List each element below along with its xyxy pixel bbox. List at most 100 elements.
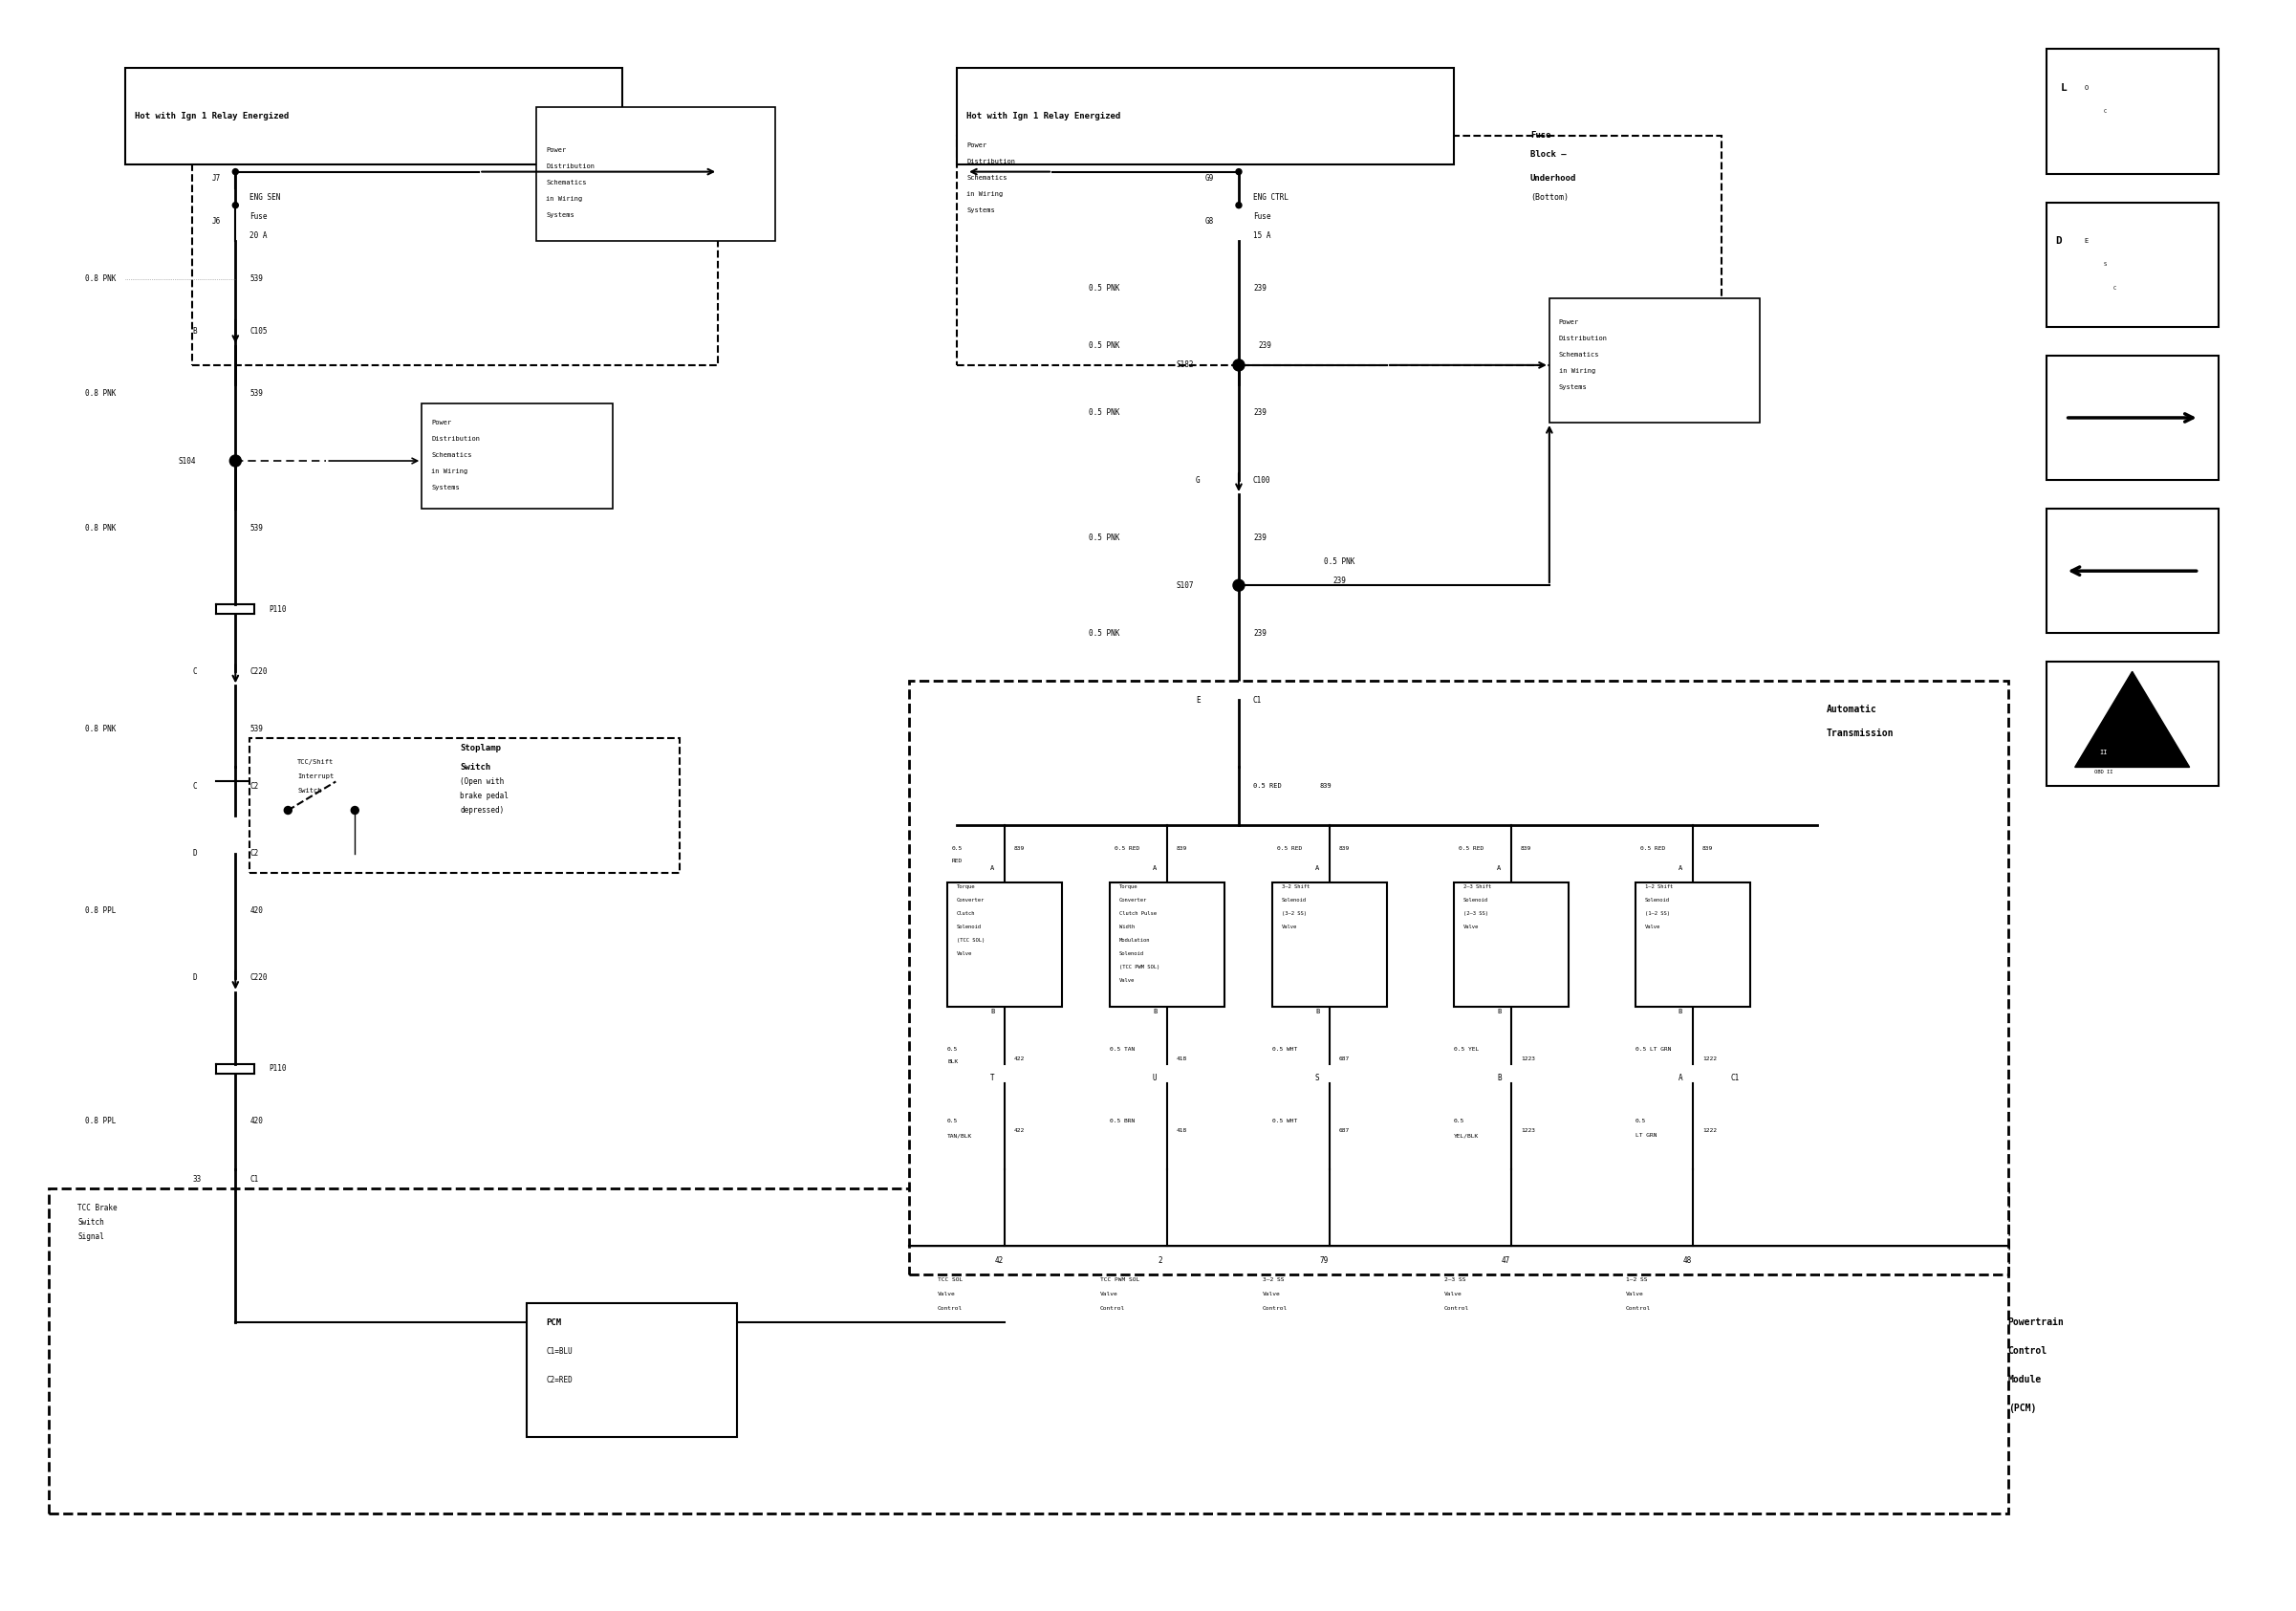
Text: Systems: Systems — [967, 208, 994, 213]
Text: Solenoid: Solenoid — [1281, 897, 1306, 902]
Bar — [422, 403, 613, 509]
Text: A: A — [1316, 865, 1320, 870]
Text: 0.5 PNK: 0.5 PNK — [1322, 557, 1355, 565]
Text: 239: 239 — [1254, 409, 1267, 417]
Bar — [250, 738, 680, 873]
Text: 0.5 RED: 0.5 RED — [1277, 846, 1302, 851]
Text: P110: P110 — [269, 1065, 287, 1073]
Text: B: B — [193, 327, 197, 337]
Text: Control: Control — [2009, 1347, 2048, 1356]
Text: Hot with Ign 1 Relay Energized: Hot with Ign 1 Relay Energized — [135, 111, 289, 121]
Text: C100: C100 — [1254, 475, 1270, 485]
Bar — [48, 1189, 2009, 1514]
Text: Torque: Torque — [1120, 884, 1139, 889]
Text: C220: C220 — [250, 667, 266, 675]
Text: Valve: Valve — [1120, 978, 1134, 983]
Text: C2: C2 — [250, 849, 259, 857]
Text: C: C — [193, 667, 197, 675]
Text: Powertrain: Powertrain — [2009, 1318, 2064, 1327]
Text: Schematics: Schematics — [1559, 351, 1600, 358]
Text: Schematics: Schematics — [546, 179, 585, 185]
Text: Automatic: Automatic — [1825, 706, 1878, 715]
Text: in Wiring: in Wiring — [1559, 367, 1596, 374]
Text: D: D — [193, 849, 197, 857]
Text: Schematics: Schematics — [967, 174, 1008, 180]
Text: 839: 839 — [1701, 846, 1713, 851]
Text: Solenoid: Solenoid — [957, 925, 983, 930]
Text: C2: C2 — [250, 781, 259, 791]
Circle shape — [230, 456, 241, 467]
Text: 0.8 PNK: 0.8 PNK — [85, 725, 117, 733]
Text: 839: 839 — [1320, 783, 1332, 789]
Text: 0.8 PPL: 0.8 PPL — [85, 907, 117, 915]
Text: L: L — [2060, 82, 2066, 92]
Text: Distribution: Distribution — [432, 437, 480, 441]
Text: Valve: Valve — [1263, 1292, 1281, 1297]
Circle shape — [232, 169, 239, 174]
Text: 0.5 TAN: 0.5 TAN — [1109, 1047, 1134, 1052]
Text: A: A — [1153, 865, 1157, 870]
Text: 47: 47 — [1502, 1257, 1511, 1265]
Text: C1: C1 — [250, 1174, 259, 1182]
Text: in Wiring: in Wiring — [546, 195, 583, 201]
Text: Power: Power — [967, 142, 987, 148]
Text: Control: Control — [1100, 1307, 1125, 1310]
Text: Clutch: Clutch — [957, 912, 976, 917]
Text: B: B — [1153, 1008, 1157, 1015]
Bar — [957, 135, 1722, 366]
Text: in Wiring: in Wiring — [967, 190, 1003, 197]
Bar — [526, 1303, 737, 1437]
Text: 1–2 Shift: 1–2 Shift — [1644, 884, 1674, 889]
Text: P110: P110 — [269, 606, 287, 614]
Text: 0.5 YEL: 0.5 YEL — [1453, 1047, 1479, 1052]
Text: D: D — [2055, 235, 2062, 245]
Bar — [2046, 662, 2218, 786]
Text: 33: 33 — [193, 1174, 202, 1182]
Bar — [2046, 509, 2218, 633]
Text: 0.8 PNK: 0.8 PNK — [85, 274, 117, 284]
Text: Fuse: Fuse — [1254, 213, 1270, 221]
Text: 420: 420 — [250, 907, 264, 915]
Text: 0.5: 0.5 — [948, 1047, 957, 1052]
Text: (PCM): (PCM) — [2009, 1403, 2037, 1413]
Text: (Bottom): (Bottom) — [1529, 193, 1568, 201]
Bar — [1635, 883, 1750, 1007]
Text: Solenoid: Solenoid — [1120, 952, 1143, 957]
Bar — [2046, 203, 2218, 327]
Bar — [2046, 50, 2218, 174]
Text: E: E — [1196, 696, 1201, 704]
Text: 0.5 RED: 0.5 RED — [1458, 846, 1483, 851]
Text: Switch: Switch — [78, 1218, 103, 1226]
Text: TCC PWM SOL: TCC PWM SOL — [1100, 1278, 1139, 1282]
Text: C: C — [193, 781, 197, 791]
Text: ENG CTRL: ENG CTRL — [1254, 193, 1288, 201]
Text: O: O — [2085, 85, 2089, 90]
Text: Distribution: Distribution — [1559, 335, 1607, 342]
Text: 0.5 RED: 0.5 RED — [1639, 846, 1665, 851]
Text: 0.5 PNK: 0.5 PNK — [1088, 284, 1120, 293]
Text: Control: Control — [1444, 1307, 1469, 1310]
Text: YEL/BLK: YEL/BLK — [1453, 1134, 1479, 1139]
Text: U: U — [1153, 1075, 1157, 1083]
Text: Clutch Pulse: Clutch Pulse — [1120, 912, 1157, 917]
Text: 0.5 WHT: 0.5 WHT — [1272, 1047, 1297, 1052]
Text: Schematics: Schematics — [432, 453, 473, 458]
Text: 687: 687 — [1339, 1129, 1350, 1134]
Text: 1222: 1222 — [1701, 1057, 1717, 1062]
Text: Signal: Signal — [78, 1232, 103, 1240]
Text: (1–2 SS): (1–2 SS) — [1644, 912, 1669, 917]
Text: 239: 239 — [1254, 533, 1267, 541]
Bar — [1550, 298, 1759, 422]
Text: C1: C1 — [1254, 696, 1263, 704]
Text: B: B — [1497, 1075, 1502, 1083]
Text: E: E — [2085, 238, 2089, 243]
Text: 0.5 LT GRN: 0.5 LT GRN — [1635, 1047, 1671, 1052]
Text: 0.5 PNK: 0.5 PNK — [1088, 342, 1120, 350]
Text: ENG SEN: ENG SEN — [250, 193, 280, 201]
Text: Switch: Switch — [298, 788, 321, 794]
Text: G: G — [1196, 475, 1201, 485]
Text: Valve: Valve — [1100, 1292, 1118, 1297]
Text: 839: 839 — [1339, 846, 1350, 851]
Text: 42: 42 — [994, 1257, 1003, 1265]
Text: Width: Width — [1120, 925, 1134, 930]
